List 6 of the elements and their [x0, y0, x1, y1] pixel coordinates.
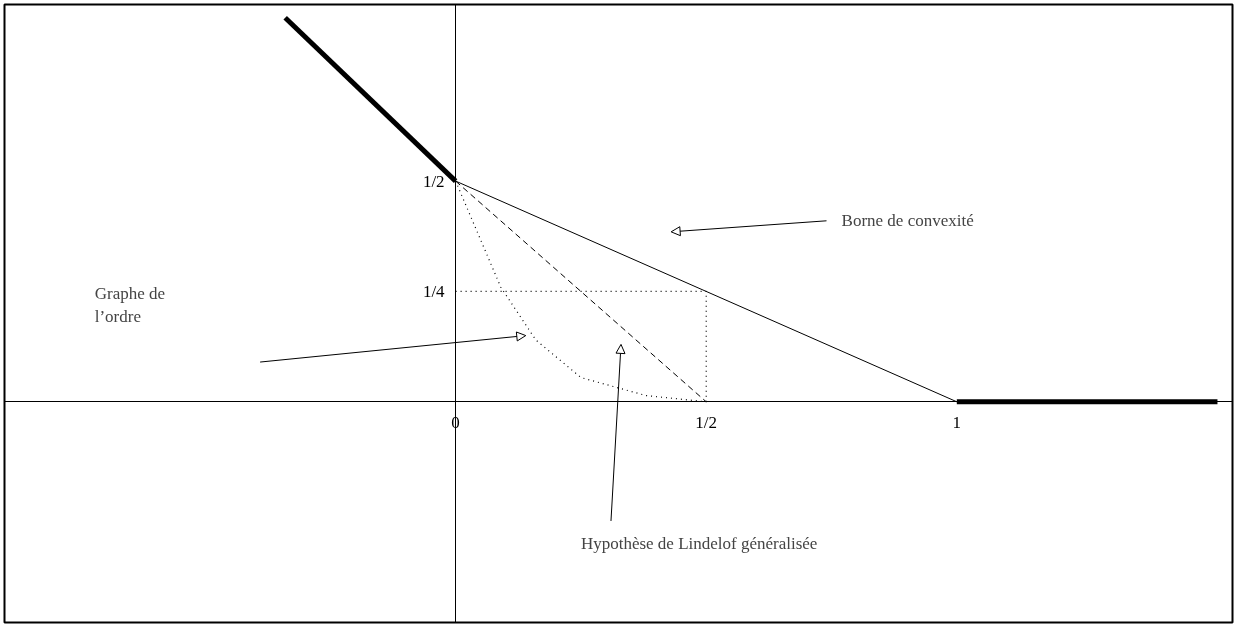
x-tick-label: 1/2: [695, 412, 718, 432]
annotation: Borne de convexité: [841, 211, 974, 231]
annotation: Graphe de l’ordre: [94, 283, 166, 326]
y-tick-label: 1/4: [422, 281, 446, 301]
annotation: Hypothèse de Lindelof généralisée: [580, 533, 818, 553]
x-tick-label: 1: [952, 412, 962, 432]
